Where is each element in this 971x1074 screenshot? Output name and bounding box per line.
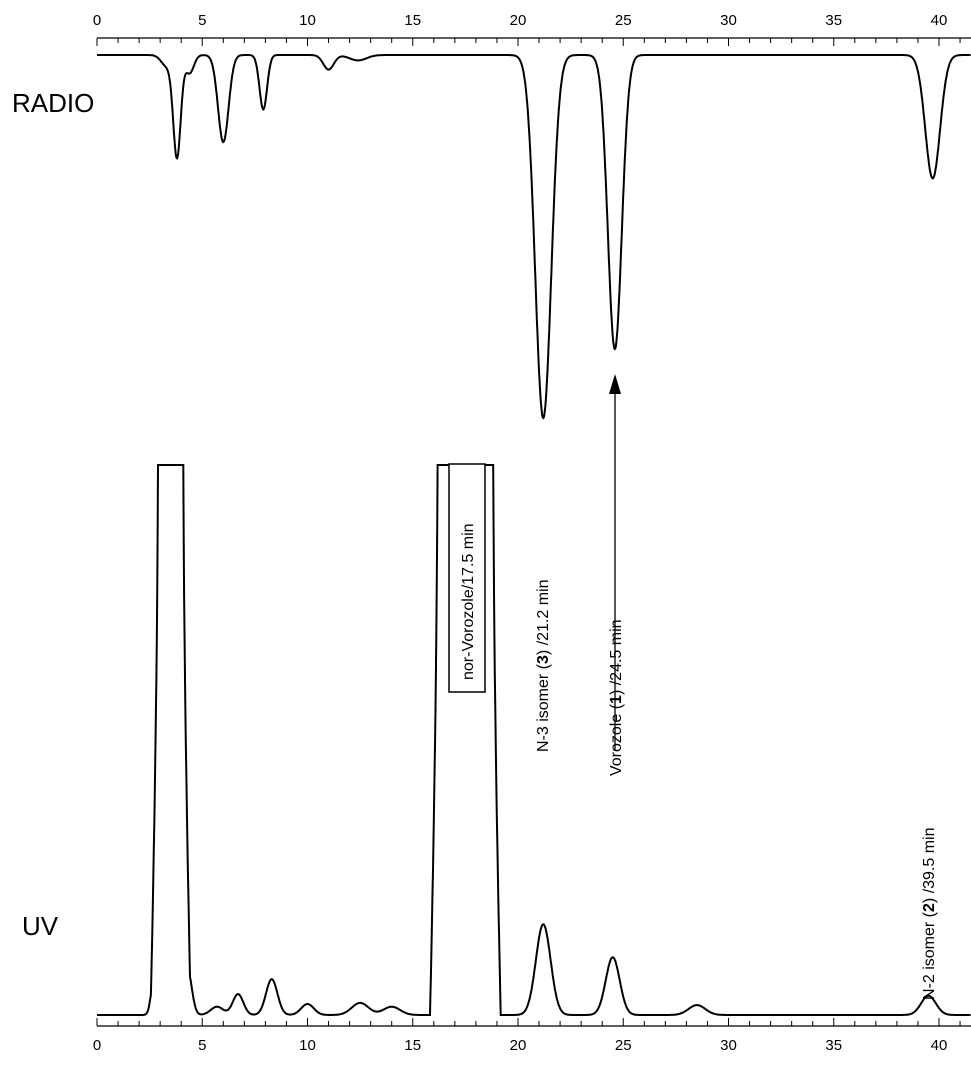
top-ticks-label-10: 10 [299, 12, 316, 29]
vorozole-arrow-head [609, 374, 621, 394]
top-ticks-label-35: 35 [825, 12, 842, 29]
top-ticks-label-20: 20 [510, 12, 527, 29]
top-ticks-label-5: 5 [198, 12, 206, 29]
top-ticks-label-40: 40 [931, 12, 948, 29]
vorozole-label: Vorozole (1) /24.5 min [608, 619, 625, 776]
bottom-ticks-label-5: 5 [198, 1037, 206, 1054]
bottom-axis-ticks: 0 5 10 15 20 25 30 35 40 [93, 1018, 961, 1054]
bottom-ticks-label-10: 10 [299, 1037, 316, 1054]
nor-vorozole-label: nor-Vorozole/17.5 min [460, 523, 477, 680]
uv-trace-label: UV [22, 911, 59, 941]
bottom-ticks-label-0: 0 [93, 1037, 101, 1054]
bottom-ticks-label-25: 25 [615, 1037, 632, 1054]
radio-trace-line [97, 54, 971, 420]
top-ticks-label-25: 25 [615, 12, 632, 29]
n2-isomer-label: N-2 isomer (2) /39.5 min [921, 827, 938, 1000]
bottom-ticks-label-35: 35 [825, 1037, 842, 1054]
top-axis-ticks: 0 5 10 15 20 25 30 35 40 [93, 12, 961, 46]
nor-vorozole-annotation: nor-Vorozole/17.5 min [448, 463, 486, 693]
n3-isomer-label: N-3 isomer (3) /21.2 min [535, 579, 552, 752]
radio-trace-label: RADIO [12, 88, 94, 118]
top-ticks-label-30: 30 [720, 12, 737, 29]
top-ticks-label-15: 15 [404, 12, 421, 29]
bottom-ticks-label-20: 20 [510, 1037, 527, 1054]
bottom-ticks-label-40: 40 [931, 1037, 948, 1054]
uv-trace-line [97, 464, 971, 1016]
top-ticks-label-0: 0 [93, 12, 101, 29]
vorozole-arrow [609, 374, 621, 750]
bottom-ticks-label-15: 15 [404, 1037, 421, 1054]
nor-vorozole-label-box [448, 463, 486, 693]
bottom-ticks-label-30: 30 [720, 1037, 737, 1054]
